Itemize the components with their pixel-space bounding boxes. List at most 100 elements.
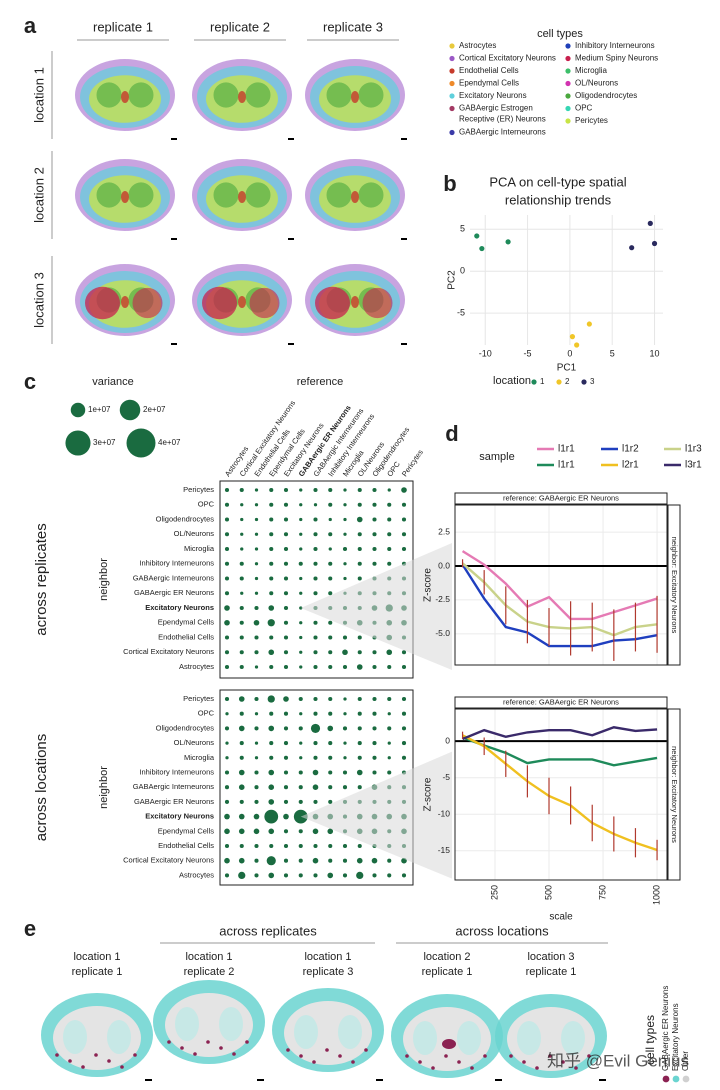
- tissue: [483, 1054, 487, 1058]
- tissue: [232, 1052, 236, 1056]
- point: [651, 240, 658, 247]
- x-tick-label: 250: [489, 885, 499, 900]
- x-tick-label: -10: [479, 348, 492, 358]
- dot: [387, 712, 391, 716]
- dot: [356, 857, 363, 864]
- dot: [268, 605, 275, 611]
- row-header: location 2: [31, 167, 46, 223]
- dot: [254, 650, 259, 655]
- dot: [224, 576, 230, 581]
- tissue: [315, 286, 350, 320]
- tissue: [96, 182, 122, 208]
- dot: [254, 696, 259, 702]
- tissue-image: [305, 159, 407, 240]
- tissue: [68, 1059, 72, 1063]
- dot: [357, 487, 362, 493]
- y-axis-label: PC2: [447, 270, 458, 290]
- dot: [298, 843, 303, 849]
- dot: [240, 517, 244, 522]
- point: [474, 233, 480, 239]
- dot: [238, 725, 245, 732]
- dot: [225, 712, 229, 716]
- legend-swatch: [556, 379, 562, 385]
- dot: [269, 741, 274, 746]
- dot: [283, 517, 289, 522]
- dot: [283, 635, 289, 640]
- dot: [401, 726, 407, 731]
- dot: [313, 620, 318, 625]
- legend-swatch: [581, 379, 587, 385]
- dot: [343, 741, 347, 745]
- dot: [269, 635, 274, 640]
- tissue: [561, 1021, 585, 1055]
- dot: [283, 755, 289, 760]
- dot: [313, 843, 318, 849]
- y-tick-label: 2.5: [438, 526, 450, 536]
- dot: [328, 517, 332, 522]
- dot: [298, 858, 303, 863]
- dot: [327, 872, 334, 879]
- dot: [343, 532, 347, 536]
- size-legend-dot: [70, 402, 86, 418]
- tissue-image: [75, 59, 177, 140]
- strip-label: neighbor: Excitatory Neurons: [670, 746, 679, 843]
- row-label: Ependymal Cells: [158, 826, 215, 835]
- dot: [313, 635, 318, 640]
- dot: [266, 856, 276, 866]
- legend-label: GABAergic Estrogen: [459, 104, 533, 113]
- dot: [371, 857, 378, 864]
- legend-title: cell types: [537, 28, 583, 40]
- dot: [372, 873, 377, 878]
- dot: [239, 799, 244, 804]
- strip: [667, 708, 681, 881]
- dot: [372, 532, 377, 537]
- legend-label: l3r1: [685, 460, 702, 471]
- line: [462, 736, 658, 767]
- dot: [343, 562, 347, 566]
- tissue: [364, 1048, 368, 1052]
- strip: [454, 492, 668, 505]
- tissue: [121, 191, 129, 203]
- tissue: [351, 296, 359, 308]
- size-legend-label: 3e+07: [93, 438, 116, 447]
- dot: [283, 591, 289, 596]
- dot: [254, 517, 259, 522]
- dot: [357, 843, 362, 849]
- dot: [224, 619, 230, 626]
- tissue: [94, 1053, 98, 1057]
- dot: [387, 488, 391, 492]
- x-axis-label: PC1: [557, 363, 577, 374]
- row-label: Astrocytes: [179, 870, 214, 879]
- dot: [283, 664, 289, 670]
- tissue: [574, 1066, 578, 1070]
- legend-swatch: [449, 43, 455, 49]
- dot: [254, 576, 259, 581]
- dot: [254, 605, 259, 611]
- dot: [328, 664, 333, 670]
- dot: [239, 605, 244, 611]
- dot: [224, 696, 230, 702]
- tissue: [470, 1066, 474, 1070]
- dot: [239, 755, 244, 760]
- dot: [269, 546, 274, 552]
- legend-title: location: [493, 375, 531, 387]
- line: [461, 562, 658, 637]
- dot: [224, 799, 230, 804]
- sample-label: replicate 1: [526, 966, 577, 978]
- dot: [343, 503, 347, 507]
- point: [647, 220, 653, 226]
- tissue: [121, 296, 129, 308]
- dot: [269, 517, 274, 522]
- dot: [342, 873, 348, 878]
- dot: [372, 650, 377, 655]
- tissue: [238, 296, 246, 308]
- point: [586, 321, 592, 327]
- legend-label: Excitatory Neurons: [459, 91, 527, 100]
- strip: [667, 504, 681, 666]
- dot: [343, 576, 347, 581]
- dot: [328, 858, 333, 863]
- dot: [328, 635, 333, 640]
- dot: [239, 843, 244, 849]
- dot: [356, 769, 363, 776]
